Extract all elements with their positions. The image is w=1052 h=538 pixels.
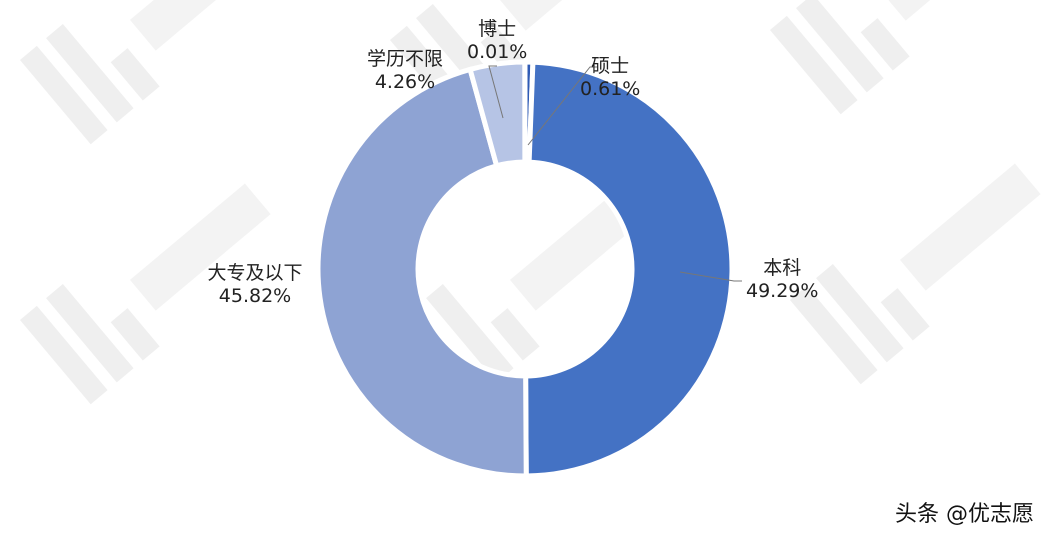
watermark-logo (770, 0, 1021, 115)
slice-2 (315, 66, 529, 479)
leader-line-4 (488, 65, 504, 119)
slice-1 (523, 59, 735, 479)
slice-label-1: 本科 49.29% (746, 257, 818, 303)
slice-label-name: 学历不限 (367, 48, 444, 70)
slice-label-value: 4.26% (374, 71, 436, 93)
slice-label-2: 大专及以下 45.82% (208, 262, 303, 308)
slice-label-value: 49.29% (746, 280, 819, 302)
slice-label-4: 博士 0.01% (467, 18, 527, 64)
slice-label-3: 学历不限 4.26% (367, 48, 443, 94)
slice-label-value: 45.82% (218, 285, 292, 307)
leader-line-1 (679, 271, 742, 282)
slice-label-name: 博士 (478, 18, 517, 40)
slice-label-value: 0.61% (580, 78, 641, 100)
leader-line-0 (527, 66, 598, 146)
slice-label-name: 本科 (763, 257, 802, 279)
slice-label-name: 大专及以下 (207, 262, 303, 284)
watermark-logo (20, 183, 271, 405)
credit-text: 头条 @优志愿 (895, 502, 1034, 527)
slice-label-0: 硕士 0.61% (580, 55, 640, 101)
watermark-logo (20, 0, 271, 145)
slice-label-name: 硕士 (591, 55, 630, 77)
slice-label-value: 0.01% (467, 41, 528, 63)
watermark-logo (790, 163, 1041, 385)
